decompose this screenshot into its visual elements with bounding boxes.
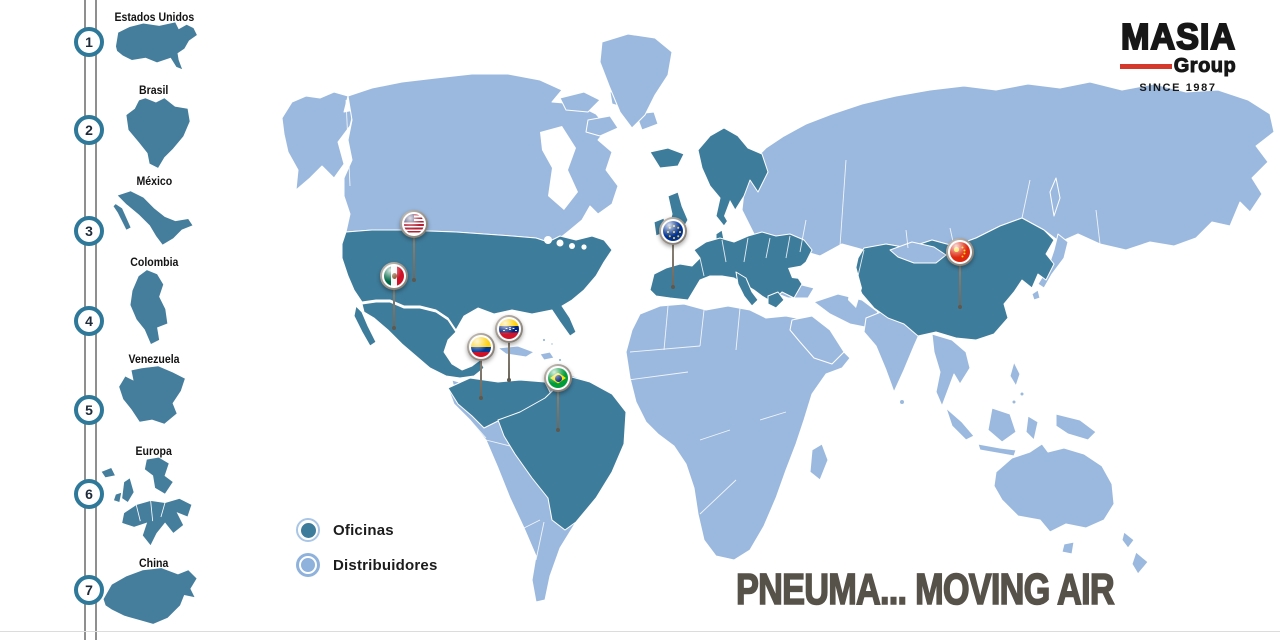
legend-distributors: Distribuidores (296, 553, 437, 577)
sidebar-label-europa: Europa (135, 444, 173, 458)
venezuela-pin-stem (507, 329, 511, 382)
legend-offices: Oficinas (296, 518, 394, 542)
sidebar-number-2: 2 (74, 115, 104, 145)
sidebar-label-estados-unidos: Estados Unidos (114, 10, 194, 24)
baltic-sea (724, 200, 738, 230)
colombia-pin (467, 333, 495, 361)
sidebar-label-colombia: Colombia (129, 255, 179, 269)
map-canada (343, 73, 619, 243)
caspian-sea (846, 266, 862, 308)
usa-pin (400, 210, 428, 238)
usa-pin-stem (412, 224, 416, 282)
map-africa (625, 303, 851, 561)
china-pin-stem (958, 252, 962, 309)
map-scandinavia (697, 127, 769, 227)
logo-brand: MASIA (1120, 16, 1236, 57)
sidebar-label-brasil: Brasil (139, 83, 169, 97)
map-greenland (599, 33, 673, 129)
sidebar-number-6: 6 (74, 479, 104, 509)
venezuela-silhouette (119, 366, 185, 424)
map-alaska (281, 91, 355, 191)
bottom-divider (0, 631, 1280, 632)
sidebar-number-3: 3 (74, 216, 104, 246)
colombia-silhouette (130, 270, 168, 344)
brasil-silhouette (126, 98, 190, 168)
map-mexico (361, 301, 485, 379)
logo-red-line (1119, 64, 1172, 69)
europa-silhouette (100, 456, 193, 547)
china-pin (946, 238, 974, 266)
sidebar-label-venezuela: Venezuela (128, 352, 180, 366)
hudson-bay (540, 126, 578, 210)
europe-pin-stem (671, 231, 675, 289)
map-usa (341, 229, 613, 337)
mexico-pin (380, 262, 408, 290)
map-australia (993, 443, 1115, 533)
europe-pin (659, 217, 687, 245)
logo-tagline: SINCE 1987 (1139, 82, 1217, 94)
masia-group-logo: MASIA Group SINCE 1987 (1104, 16, 1252, 95)
sidebar-label-china: China (139, 556, 169, 570)
sidebar-number-1: 1 (74, 27, 104, 57)
mexico-silhouette (113, 191, 193, 245)
slogan-text: PNEUMA... MOVING AIR (735, 565, 1115, 614)
sidebar-number-4: 4 (74, 306, 104, 336)
brazil-pin (544, 364, 572, 392)
distributor-marker-icon (296, 553, 320, 577)
legend-offices-label: Oficinas (333, 521, 394, 539)
map-europe (649, 231, 813, 303)
mexico-pin-stem (392, 276, 396, 330)
brazil-pin-stem (556, 378, 560, 432)
logo-brand-sub: Group (1173, 55, 1237, 78)
map-mongolia (889, 241, 947, 264)
sidebar-label-mexico: México (136, 174, 172, 188)
legend-distributors-label: Distribuidores (333, 556, 438, 574)
sidebar-number-7: 7 (74, 575, 104, 605)
estados-unidos-silhouette (115, 22, 197, 70)
black-sea (788, 264, 824, 280)
venezuela-pin (495, 315, 523, 343)
china-silhouette (103, 568, 197, 624)
colombia-pin-stem (479, 347, 483, 400)
sidebar-number-5: 5 (74, 395, 104, 425)
office-marker-icon (296, 518, 320, 542)
